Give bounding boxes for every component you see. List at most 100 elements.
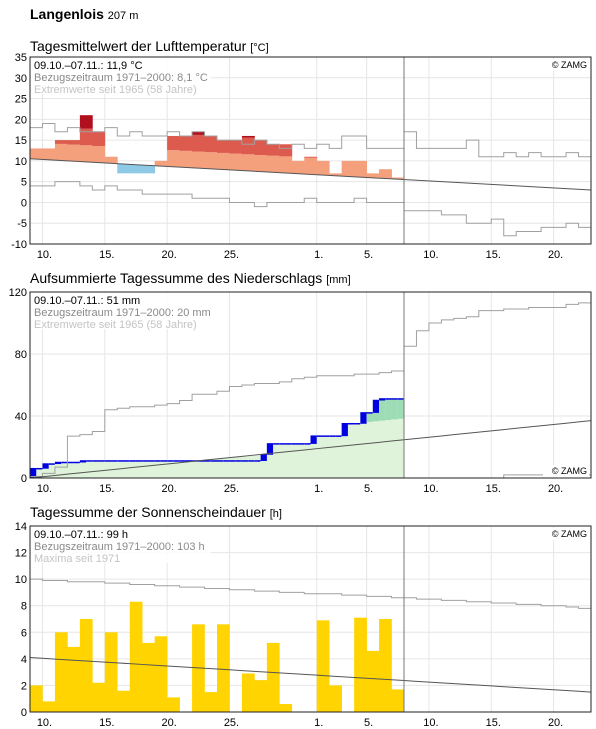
temp-bar-warm [54,140,68,144]
precip-increase-block [260,454,268,461]
temp-max-extreme-line [30,122,591,158]
precip-fill-light [79,460,87,478]
copyright-label: © ZAMG [552,529,587,539]
y-tick-label: 8 [21,601,27,613]
precip-max-extreme-line [30,302,591,477]
x-tick-label: 10. [37,249,52,261]
y-tick-label: 6 [21,627,27,639]
temp-bar-warm [192,134,205,152]
precip-fill-light [366,412,374,478]
precip-fill-light [179,460,187,478]
sunshine-chart-title: Tagessumme der Sonnenscheindauer [h] [30,504,282,520]
temp-bar-warm [279,144,293,157]
sunshine-bar [316,620,330,712]
precip-fill-light [273,443,280,478]
temp-bar-warm [229,153,243,171]
legend-reference: Bezugszeitraum 1971–2000: 103 h [34,541,205,553]
temp-bar-warm [304,156,318,158]
x-tick-label: 20. [548,249,563,261]
precip-fill-light [167,460,174,478]
precip-increase-block [79,460,87,463]
precip-fill-light [198,460,205,478]
x-tick-label: 10. [423,717,438,729]
x-tick-label: 10. [37,483,52,495]
x-tick-label: 5. [364,249,373,261]
precip-fill-light [241,456,249,478]
temp-bar-warm [54,143,68,161]
y-tick-label: -10 [11,239,27,251]
y-tick-label: 5 [21,177,27,189]
temp-bar-warm [217,152,230,170]
precip-fill-light [260,454,268,478]
x-tick-label: 15. [99,483,114,495]
temp-min-extreme-line [30,181,591,237]
precip-fill-light [42,464,49,478]
precip-increase-block [372,400,380,413]
precip-fill-light [235,456,243,478]
precip-fill-mid [391,398,399,420]
y-tick-label: -5 [17,218,27,230]
y-tick-label: 80 [15,349,27,361]
legend-period: 09.10.–07.11.: 51 mm [34,295,140,307]
x-tick-label: 25. [224,717,239,729]
x-tick-label: 1. [314,483,323,495]
sunshine-bar [266,642,280,712]
precip-fill-light [204,460,212,478]
precip-fill-light [385,398,392,478]
temp-bar-warm [279,156,293,174]
y-tick-label: 12 [15,548,27,560]
precip-fill-light [310,436,318,478]
station-name: Langenlois [30,6,104,22]
precip-fill-light [291,443,299,478]
precip-fill-light [347,423,355,478]
y-tick-label: 120 [9,287,27,299]
temp-bar-warm [154,160,168,167]
precip-fill-mid [366,412,374,422]
legend-box [31,58,211,94]
y-tick-label: 25 [15,94,27,106]
sunshine-bar [217,624,230,712]
sunshine-bar [104,632,118,712]
legend-extremes: Maxima seit 1971 [34,553,120,565]
temp-bar-warm [67,140,81,145]
temp-bar-cool [117,164,131,174]
sunshine-bar [254,680,268,712]
precip-fill-light [379,398,386,478]
temp-bar-warm [104,156,118,164]
sunshine-title: Tagessumme der Sonnenscheindauer [30,504,266,520]
precip-increase-block [341,423,349,437]
precip-fill-light [298,443,305,478]
temp-bar-warm [254,140,268,156]
sunshine-bar [241,673,255,712]
sunshine-unit: [h] [269,508,282,520]
temp-bar-warm [329,173,343,176]
precip-fill-mid [397,398,405,419]
temp-bar-warm [241,135,255,138]
legend-box [31,527,211,563]
precip-fill-light [397,398,405,478]
y-tick-label: 35 [15,52,27,64]
precip-increase-block [310,436,318,444]
temp-bar-cool [142,165,156,174]
y-tick-label: 40 [15,411,27,423]
x-tick-label: 20. [161,483,176,495]
temp-bar-warm [192,131,205,135]
temperature-title: Tagesmittelwert der Lufttemperatur [30,38,247,54]
sunshine-bar [354,617,367,712]
sunshine-bar [154,636,168,712]
y-tick-label: 15 [15,135,27,147]
copyright-label: © ZAMG [552,466,587,476]
copyright-bg [543,59,589,71]
precip-fill-light [372,400,380,478]
temperature-chart-title: Tagesmittelwert der Lufttemperatur [°C] [30,38,269,54]
sunshine-bar [92,682,106,712]
temp-bar-warm [30,148,43,160]
temp-bar-warm [366,173,380,178]
temp-bar-warm [304,157,318,175]
temp-bar-warm [92,145,106,163]
temp-bar-warm [241,137,255,155]
station-header: Langenlois 207 m [30,6,138,22]
precip-fill-light [92,460,99,478]
temp-bar-warm [167,135,180,151]
